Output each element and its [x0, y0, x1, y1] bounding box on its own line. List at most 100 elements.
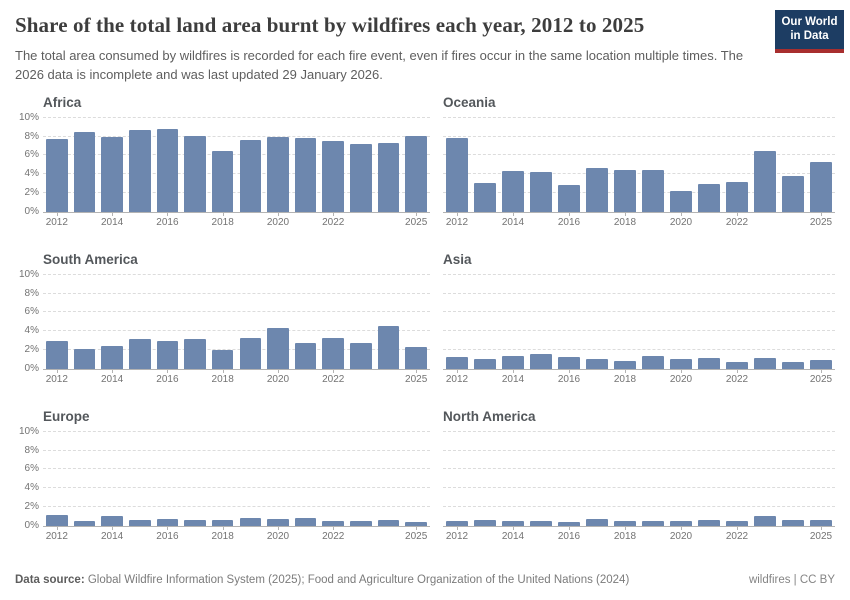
gridline-2pct	[443, 191, 835, 193]
bar-africa-2025	[405, 135, 427, 212]
bar-asia-2023	[754, 358, 776, 369]
x-tick-label-2016: 2016	[156, 373, 179, 385]
bar-asia-2025	[810, 360, 832, 369]
bar-south-america-2012	[46, 340, 68, 369]
bar-europe-2017	[184, 520, 206, 526]
bar-europe-2015	[128, 520, 151, 526]
gridline-2pct	[43, 191, 430, 193]
bar-oceania-2015	[530, 172, 552, 212]
gridline-4pct	[43, 487, 430, 489]
y-tick-label-2pct: 2%	[24, 500, 39, 512]
x-tick-mark-2016	[569, 526, 570, 530]
x-tick-mark-2018	[222, 526, 224, 530]
gridline-2pct	[43, 348, 430, 350]
x-tick-mark-2022	[333, 526, 335, 530]
gridline-4pct	[43, 330, 430, 332]
gridline-2pct	[443, 348, 835, 350]
bar-africa-2013	[73, 131, 96, 212]
bar-north-america-2023	[754, 515, 776, 526]
bar-south-america-2018	[211, 349, 234, 369]
x-axis-africa: 2012 2014 2016 2018 2020 2022 2025	[43, 212, 430, 231]
x-tick-label-2012: 2012	[45, 530, 68, 542]
bar-africa-2014	[101, 137, 123, 212]
bar-oceania-2016	[558, 185, 580, 212]
bar-oceania-2018	[614, 170, 636, 212]
x-tick-label-2018: 2018	[613, 530, 637, 542]
x-tick-label-2022: 2022	[725, 373, 749, 385]
bar-europe-2019	[239, 518, 262, 526]
plot-area-north-america	[443, 430, 835, 527]
bar-south-america-2019	[239, 337, 262, 369]
x-tick-label-2025: 2025	[405, 373, 428, 385]
chart-header: Share of the total land area burnt by wi…	[0, 0, 850, 85]
x-tick-mark-2022	[737, 526, 738, 530]
bar-south-america-2024	[377, 326, 400, 369]
gridline-2pct	[43, 505, 430, 507]
bar-north-america-2021	[698, 519, 720, 526]
gridline-10pct	[43, 116, 430, 118]
gridline-6pct	[443, 311, 835, 313]
bar-oceania-2023	[754, 150, 776, 212]
x-tick-mark-2025	[821, 526, 822, 530]
plot-area-africa: 0% 2% 4% 6% 8% 10%	[19, 112, 430, 217]
bar-asia-2020	[670, 359, 692, 369]
bar-south-america-2015	[128, 338, 151, 369]
bar-north-america-2014	[502, 521, 524, 526]
x-tick-label-2025: 2025	[405, 530, 428, 542]
data-source-note: Data source: Global Wildfire Information…	[15, 574, 629, 586]
license-note: wildfires | CC BY	[748, 574, 835, 586]
x-axis-south-america: 2012 2014 2016 2018 2020 2022 2025	[43, 369, 430, 388]
bar-south-america-2025	[405, 347, 427, 369]
x-tick-mark-2018	[625, 212, 626, 216]
owid-logo-line2: in Data	[790, 29, 829, 42]
y-tick-label-8pct: 8%	[24, 287, 39, 299]
bar-europe-2022	[322, 521, 345, 526]
bar-south-america-2017	[184, 338, 206, 369]
x-tick-label-2014: 2014	[501, 373, 525, 385]
x-tick-label-2014: 2014	[100, 373, 124, 385]
x-tick-mark-2012	[457, 526, 458, 530]
facet-panel-africa: Africa 0% 2% 4% 6% 8% 10% 2012 2014 2016 2018 2020 2…	[15, 95, 430, 231]
gridline-10pct	[443, 116, 835, 118]
x-tick-mark-2014	[112, 212, 114, 216]
x-tick-mark-2025	[416, 369, 418, 373]
bar-europe-2014	[101, 516, 123, 526]
x-tick-mark-2014	[112, 369, 114, 373]
gridline-4pct	[443, 330, 835, 332]
x-tick-label-2018: 2018	[211, 530, 234, 542]
x-tick-mark-2025	[416, 212, 418, 216]
x-tick-label-2022: 2022	[322, 530, 345, 542]
x-tick-mark-2012	[56, 369, 58, 373]
gridline-8pct	[43, 292, 430, 294]
x-tick-mark-2016	[167, 369, 169, 373]
x-tick-label-2018: 2018	[211, 373, 234, 385]
x-tick-label-2016: 2016	[557, 216, 581, 228]
gridline-6pct	[43, 311, 430, 313]
x-tick-mark-2014	[513, 369, 514, 373]
y-tick-label-6pct: 6%	[24, 306, 39, 318]
x-tick-mark-2016	[167, 526, 169, 530]
x-tick-mark-2025	[416, 526, 418, 530]
bar-asia-2021	[698, 358, 720, 369]
bar-europe-2025	[405, 521, 427, 526]
x-tick-mark-2016	[569, 212, 570, 216]
x-tick-mark-2020	[681, 526, 682, 530]
x-tick-mark-2022	[333, 369, 335, 373]
facet-panel-oceania: Oceania 2012 2014 2016 2018 2020 2022 2025	[443, 95, 835, 231]
bar-africa-2017	[184, 135, 206, 212]
y-tick-label-4pct: 4%	[24, 168, 39, 180]
bar-europe-2020	[267, 519, 289, 526]
bar-north-america-2022	[726, 520, 748, 526]
gridline-2pct	[443, 505, 835, 507]
bar-south-america-2020	[267, 328, 289, 369]
bar-asia-2024	[782, 362, 804, 369]
gridline-6pct	[443, 468, 835, 470]
x-tick-mark-2020	[277, 369, 279, 373]
bar-oceania-2022	[726, 181, 748, 212]
bar-europe-2018	[211, 520, 234, 526]
bar-north-america-2024	[782, 520, 804, 526]
bar-north-america-2016	[558, 521, 580, 526]
facet-title-europe: Europe	[43, 408, 90, 424]
x-tick-label-2014: 2014	[100, 530, 124, 542]
facet-panel-asia: Asia 2012 2014 2016 2018 2020 2022 2025	[443, 252, 835, 388]
